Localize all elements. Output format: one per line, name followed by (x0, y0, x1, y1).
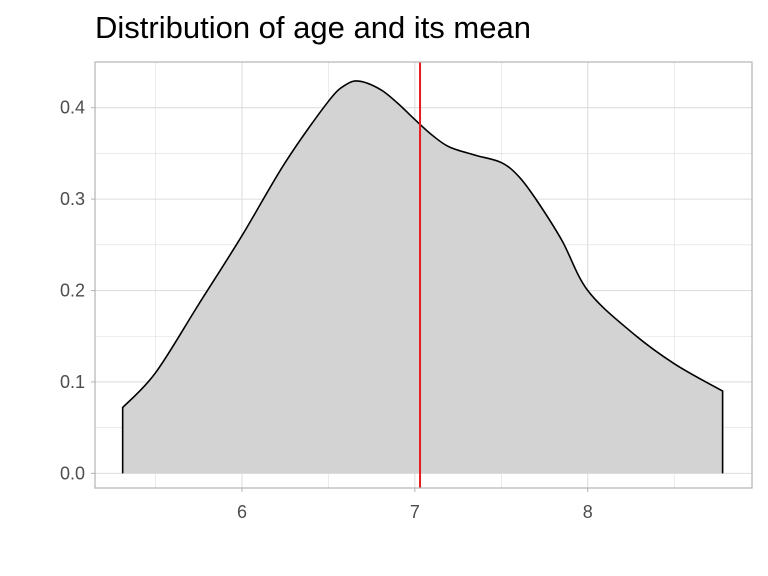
density-area-group (121, 80, 724, 474)
y-tick-label: 0.4 (60, 98, 85, 118)
y-tick-label: 0.0 (60, 463, 85, 483)
y-tick-label: 0.1 (60, 372, 85, 392)
y-tick-label: 0.2 (60, 281, 85, 301)
x-tick-label: 8 (583, 502, 593, 522)
panel-border (94, 61, 753, 489)
density-fill (122, 80, 723, 474)
y-tick-label: 0.3 (60, 189, 85, 209)
x-tick-label: 6 (237, 502, 247, 522)
chart-title: Distribution of age and its mean (95, 10, 531, 45)
x-tick-label: 7 (410, 502, 420, 522)
panel-border-group (94, 61, 753, 489)
density-curve (121, 80, 724, 474)
axis-labels: 6 7 8 0.0 0.1 0.2 0.3 0.4 (60, 98, 593, 522)
